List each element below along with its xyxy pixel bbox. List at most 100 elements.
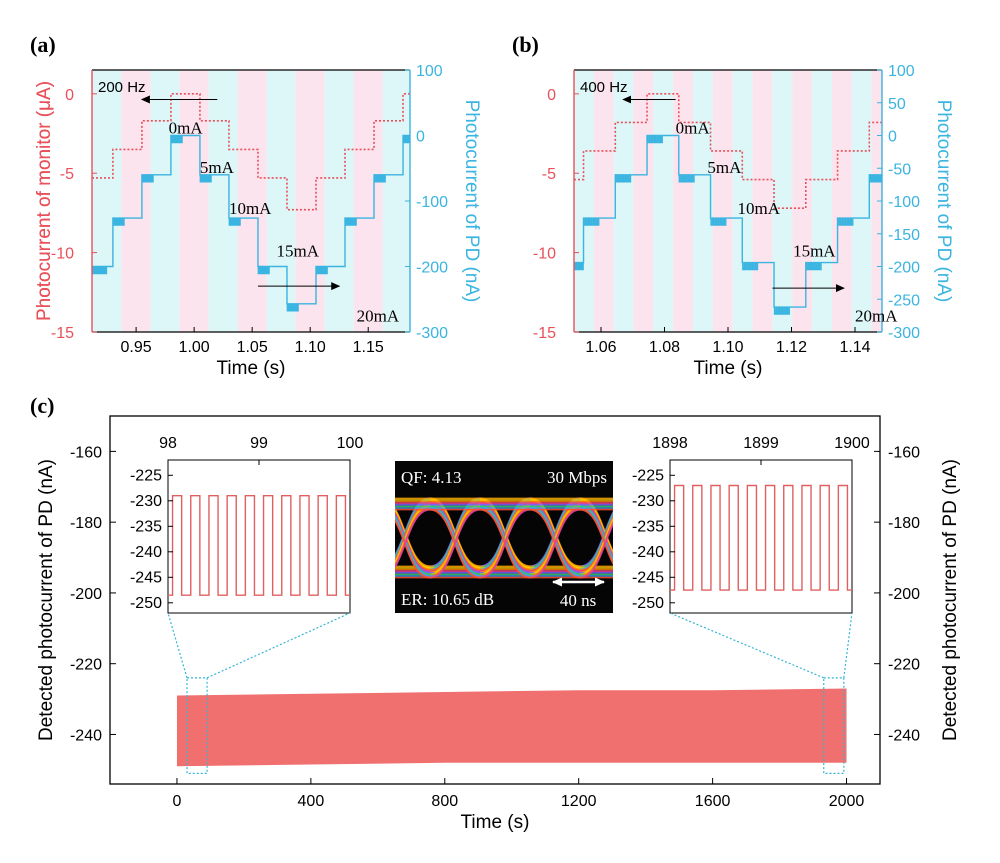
left-y-tick-label: -200 (70, 586, 102, 603)
eye-trace (529, 508, 581, 579)
background-band (208, 70, 238, 332)
right-y-tick-label: 0 (888, 129, 897, 146)
background-band (812, 70, 832, 332)
background-band (613, 70, 634, 332)
x-tick-label: 400 (298, 793, 325, 810)
right-y-tick-label: -100 (416, 194, 448, 211)
right-y-tick-label: -200 (416, 260, 448, 277)
inset-x-tick-label: 1900 (834, 435, 870, 452)
current-annotation: 10mA (738, 199, 781, 218)
right-y-tick-label: -160 (888, 444, 920, 461)
left-y-tick-label: -5 (60, 166, 74, 183)
left-y-tick-label: -5 (542, 166, 556, 183)
panel-a-label: (a) (30, 32, 56, 57)
inset-y-tick-label: -225 (632, 467, 664, 484)
current-annotation: 5mA (707, 158, 742, 177)
background-band (712, 70, 733, 332)
zoom-connector (167, 612, 188, 679)
inset-x-tick-label: 1898 (652, 435, 688, 452)
inset-y-tick-label: -245 (632, 569, 664, 586)
right-y-axis-title: Photocurrent of PD (nA) (933, 100, 954, 303)
inset-frame (167, 459, 351, 614)
inset-y-tick-label: -250 (632, 595, 664, 612)
left-y-tick-label: -15 (533, 325, 556, 342)
background-band (851, 70, 872, 332)
photocurrent-band (176, 688, 847, 767)
x-tick-label: 1.10 (712, 339, 743, 356)
right-y-tick-label: -50 (888, 161, 911, 178)
current-annotation: 20mA (357, 307, 400, 326)
eye-trace (429, 508, 481, 579)
left-y-tick-label: 0 (65, 87, 74, 104)
left-y-axis-title: Photocurrent of monitor (μA) (34, 81, 55, 321)
current-annotation: 15mA (277, 242, 320, 261)
zoom-inset-1: 98 99 100 -225 -230 -235 -240 -245 -250 (130, 435, 363, 614)
inset-x-tick-label: 98 (159, 435, 177, 452)
right-y-tick-label: -200 (888, 586, 920, 603)
frequency-label: 200 Hz (98, 79, 146, 96)
background-band (693, 70, 713, 332)
inset-y-tick-label: -230 (130, 493, 162, 510)
background-band (633, 70, 654, 332)
inset-x-tick-label: 99 (250, 435, 268, 452)
x-axis-title: Time (s) (694, 358, 763, 379)
right-y-tick-label: -100 (888, 194, 920, 211)
right-y-tick-label: -240 (888, 727, 920, 744)
left-y-tick-label: -180 (70, 515, 102, 532)
panel-c-chart: 0 400 800 1200 1600 2000 -160 -160 -180 -180 -200 -… (36, 415, 961, 833)
background-band (831, 70, 852, 332)
right-y-axis-title: Photocurrent of PD (nA) (461, 100, 482, 303)
x-tick-label: 1.10 (295, 339, 326, 356)
right-y-axis-title: Detected photocurrent of PD (nA) (940, 459, 961, 741)
inset-y-tick-label: -225 (130, 467, 162, 484)
x-axis-title: Time (s) (217, 358, 286, 379)
left-y-tick-label: -10 (533, 246, 556, 263)
inset-y-tick-label: -240 (130, 544, 162, 561)
zoom-connector (669, 612, 824, 679)
zoom-connector (206, 612, 351, 679)
x-tick-label: 0 (173, 793, 182, 810)
x-tick-label: 1.06 (585, 339, 616, 356)
eye-diagram-traces (395, 497, 613, 579)
right-y-tick-label: -200 (888, 260, 920, 277)
current-annotation: 0mA (169, 119, 204, 138)
background-band (673, 70, 694, 332)
inset-square-wave (670, 484, 852, 591)
right-y-tick-label: 50 (888, 96, 906, 113)
right-y-tick-label: -220 (888, 657, 920, 674)
inset-y-tick-label: -250 (130, 595, 162, 612)
background-band (121, 70, 151, 332)
zoom-region-box (823, 677, 845, 774)
inset-square-wave (168, 495, 350, 596)
right-y-tick-label: -180 (888, 515, 920, 532)
current-annotation: 20mA (855, 307, 898, 326)
x-tick-label: 1.05 (237, 339, 268, 356)
eye-trace (395, 508, 431, 569)
background-band (653, 70, 674, 332)
plot-area (574, 70, 882, 332)
background-band (92, 70, 122, 332)
left-y-tick-label: -220 (70, 657, 102, 674)
current-annotation: 10mA (229, 199, 272, 218)
inset-y-tick-label: -235 (130, 518, 162, 535)
background-bands (574, 70, 882, 332)
x-tick-label: 1.08 (649, 339, 680, 356)
background-band (593, 70, 614, 332)
right-y-tick-label: -300 (416, 325, 448, 342)
right-y-tick-label: -250 (888, 292, 920, 309)
left-y-tick-label: -10 (51, 246, 74, 263)
background-band (574, 70, 594, 332)
left-y-axis-title: Detected photocurrent of PD (nA) (36, 459, 57, 741)
eye-diagram: QF: 4.13 30 Mbps ER: 10.65 dB 40 ns (395, 461, 613, 613)
right-y-tick-label: -300 (888, 325, 920, 342)
plot-frame (109, 415, 881, 785)
frequency-label: 400 Hz (580, 79, 628, 96)
background-band (871, 70, 882, 332)
background-band (353, 70, 383, 332)
right-y-tick-label: 100 (416, 63, 443, 80)
left-y-tick-label: -15 (51, 325, 74, 342)
inset-y-tick-label: -230 (632, 493, 664, 510)
left-y-tick-label: -240 (70, 727, 102, 744)
right-y-tick-label: -150 (888, 227, 920, 244)
